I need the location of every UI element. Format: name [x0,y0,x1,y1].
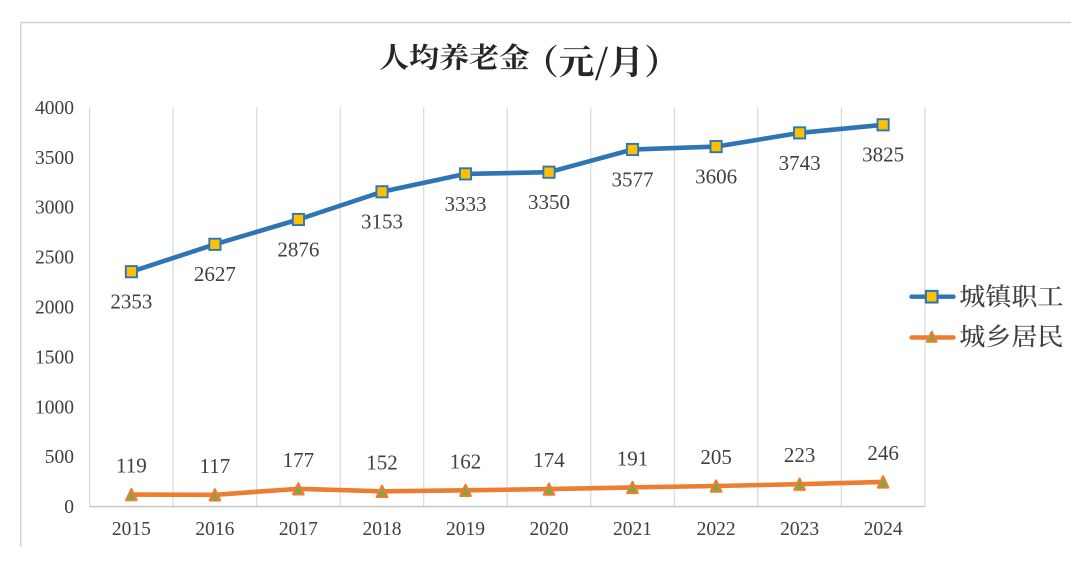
svg-text:4000: 4000 [35,98,74,119]
svg-text:2023: 2023 [780,519,819,540]
svg-text:3743: 3743 [779,151,821,175]
svg-text:1500: 1500 [35,347,74,368]
svg-text:117: 117 [200,454,231,478]
svg-text:2020: 2020 [530,519,569,540]
svg-text:2876: 2876 [277,237,319,261]
svg-text:3333: 3333 [445,192,487,216]
svg-text:3577: 3577 [612,167,654,191]
svg-text:500: 500 [45,447,74,468]
svg-text:3500: 3500 [35,148,74,169]
svg-text:2024: 2024 [864,519,903,540]
svg-text:177: 177 [283,448,315,472]
svg-text:3606: 3606 [695,165,737,189]
svg-text:2021: 2021 [613,519,652,540]
svg-text:2019: 2019 [446,519,485,540]
svg-text:2627: 2627 [194,262,236,286]
svg-text:162: 162 [450,449,482,473]
svg-text:2022: 2022 [697,519,736,540]
svg-text:2500: 2500 [35,248,74,269]
svg-text:191: 191 [617,446,649,470]
svg-text:246: 246 [867,441,899,465]
svg-text:1000: 1000 [35,397,74,418]
svg-text:174: 174 [533,448,565,472]
svg-text:2018: 2018 [363,519,402,540]
svg-text:3000: 3000 [35,198,74,219]
svg-text:2353: 2353 [110,290,152,314]
svg-text:223: 223 [784,443,816,467]
svg-text:205: 205 [700,445,732,469]
svg-text:3153: 3153 [361,210,403,234]
svg-text:2015: 2015 [112,519,151,540]
svg-text:0: 0 [64,497,74,518]
svg-text:119: 119 [116,454,147,478]
svg-text:2017: 2017 [279,519,318,540]
svg-text:2016: 2016 [195,519,234,540]
svg-text:3350: 3350 [528,190,570,214]
svg-text:152: 152 [366,450,398,474]
svg-text:2000: 2000 [35,298,74,319]
svg-text:3825: 3825 [862,143,904,167]
